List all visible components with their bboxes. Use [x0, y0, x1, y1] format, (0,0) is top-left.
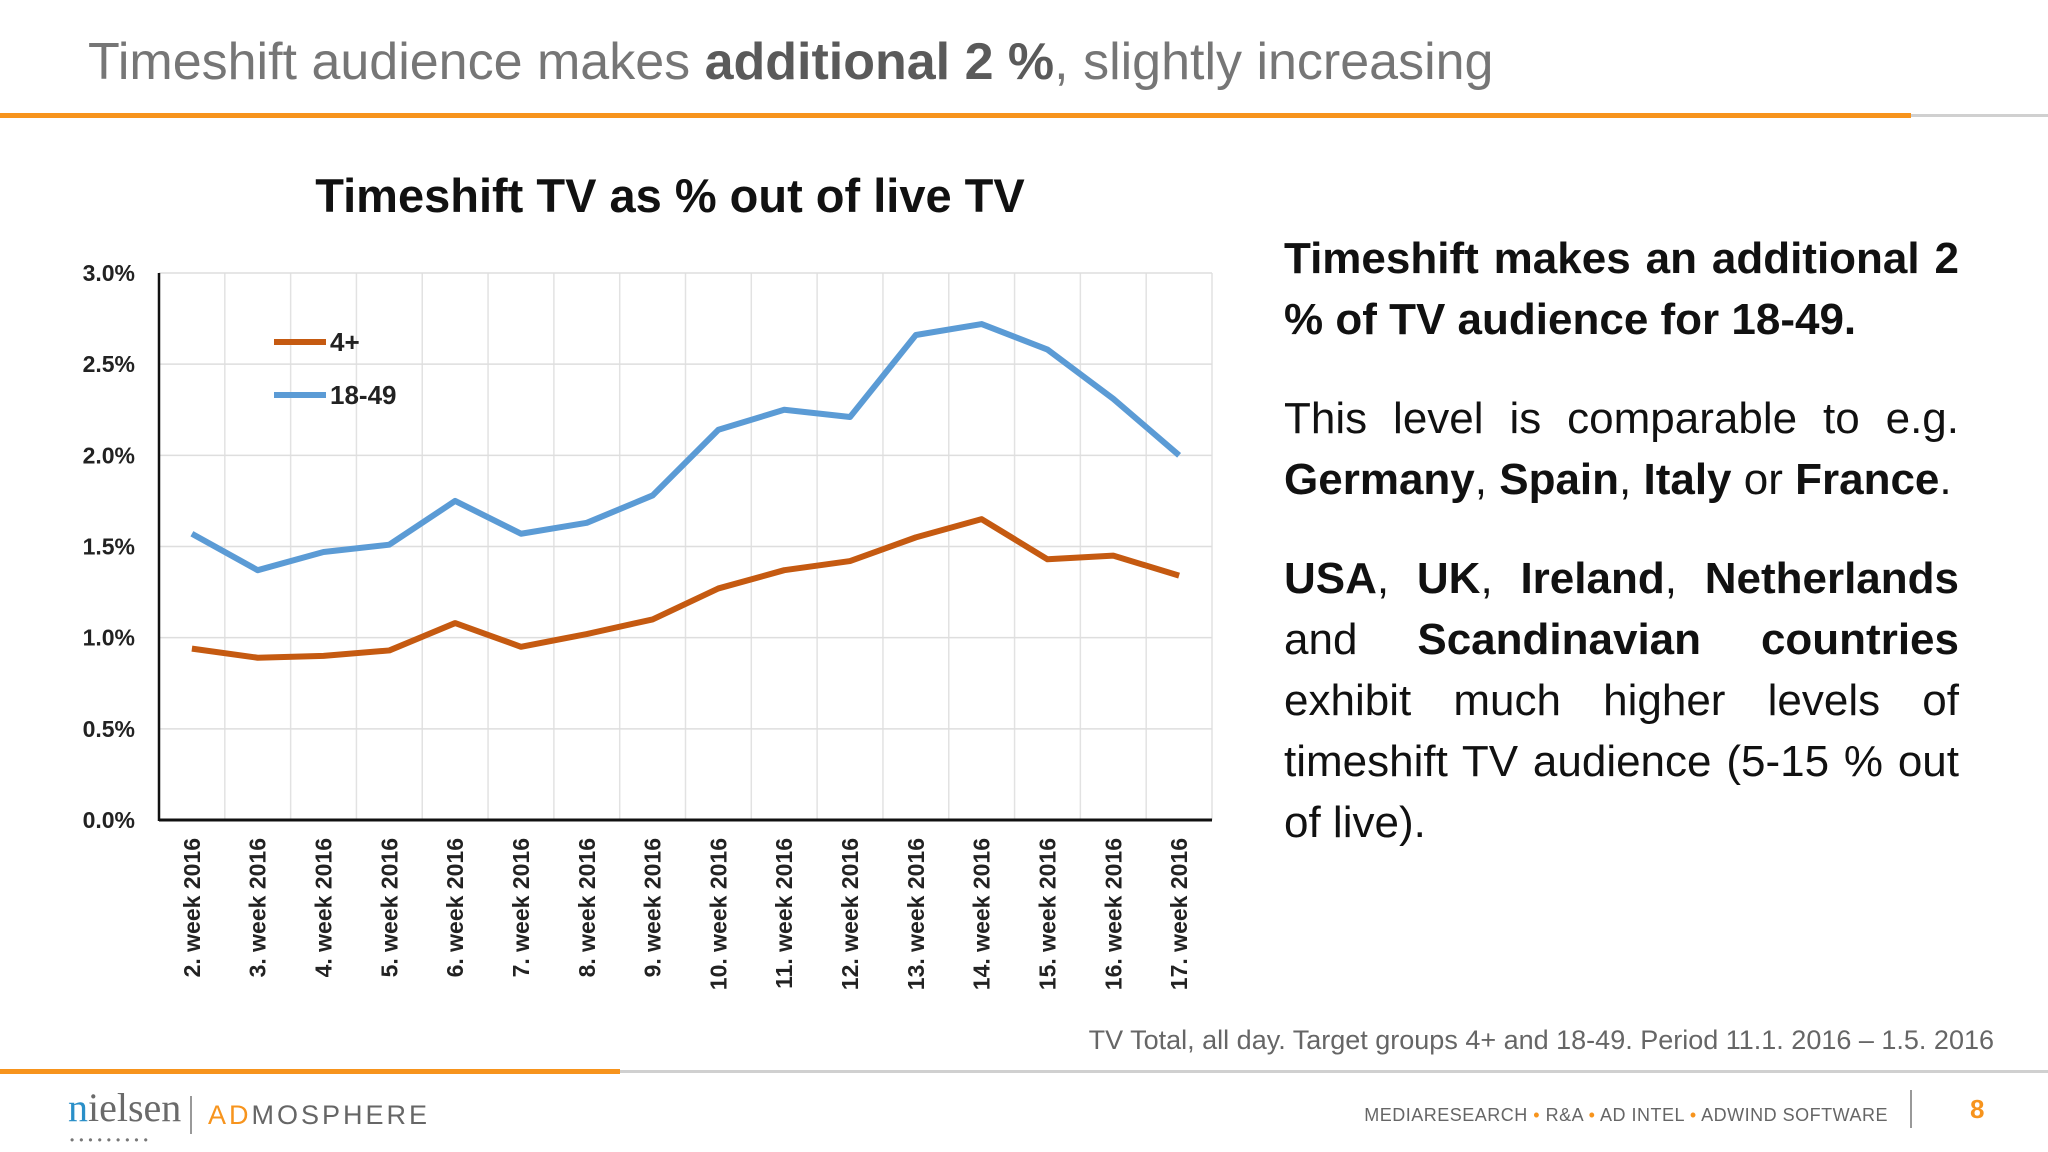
x-tick-label: 15. week 2016 — [1034, 838, 1060, 990]
logo-separator — [190, 1096, 192, 1134]
logo-ad: AD — [208, 1100, 252, 1130]
legend-label: 4+ — [330, 327, 360, 357]
country-italy: Italy — [1643, 455, 1732, 504]
t: or — [1731, 455, 1796, 504]
nielsen-logo: nielsen — [68, 1085, 182, 1130]
country-germany: Germany — [1284, 455, 1475, 504]
x-tick-label: 11. week 2016 — [771, 838, 797, 989]
slide-title: Timeshift audience makes additional 2 %,… — [88, 32, 1493, 92]
y-tick-label: 2.0% — [83, 442, 135, 468]
commentary: Timeshift makes an additional 2 % of TV … — [1284, 228, 1959, 891]
footer-line-accent — [0, 1069, 620, 1074]
title-part: Timeshift audience makes — [88, 33, 705, 91]
x-tick-label: 13. week 2016 — [903, 838, 929, 990]
y-tick-label: 3.0% — [83, 260, 135, 286]
x-tick-label: 12. week 2016 — [837, 838, 863, 990]
t: This level is comparable to e.g. — [1284, 394, 1959, 443]
y-tick-label: 2.5% — [83, 351, 135, 377]
x-tick-label: 16. week 2016 — [1100, 838, 1126, 990]
scandinavian: Scandinavian countries — [1417, 615, 1959, 664]
x-tick-label: 17. week 2016 — [1166, 838, 1192, 990]
admosphere-logo: ADMOSPHERE — [208, 1100, 430, 1130]
x-tick-label: 10. week 2016 — [705, 838, 731, 990]
nielsen-logo-dots: ••••••••• — [70, 1133, 153, 1147]
t: , — [1619, 455, 1644, 504]
paragraph-3: USA, UK, Ireland, Netherlands and Scandi… — [1284, 548, 1959, 853]
tagline-item: ADWIND SOFTWARE — [1701, 1105, 1888, 1125]
tagline: MEDIARESEARCH • R&A • AD INTEL • ADWIND … — [1364, 1105, 1888, 1125]
y-tick-label: 1.5% — [83, 534, 135, 560]
country-usa: USA — [1284, 554, 1377, 603]
tagline-item: AD INTEL — [1599, 1105, 1685, 1125]
country-netherlands: Netherlands — [1704, 554, 1959, 603]
country-uk: UK — [1416, 554, 1481, 603]
x-tick-label: 6. week 2016 — [442, 838, 468, 977]
footer-line-gray — [620, 1070, 2048, 1073]
legend-label: 18-49 — [330, 380, 397, 410]
footnote: TV Total, all day. Target groups 4+ and … — [1088, 1025, 1994, 1055]
title-underline-gray — [1911, 114, 2048, 117]
title-underline-accent — [0, 113, 1911, 118]
series-line-4+ — [191, 516, 1180, 661]
x-tick-label: 9. week 2016 — [640, 838, 666, 977]
y-tick-label: 1.0% — [83, 625, 135, 651]
x-tick-label: 4. week 2016 — [311, 838, 337, 977]
series-line-18-49 — [190, 321, 1182, 574]
t: , — [1376, 554, 1417, 603]
country-ireland: Ireland — [1520, 554, 1665, 603]
x-tick-label: 5. week 2016 — [376, 838, 402, 977]
logo-rest: MOSPHERE — [251, 1100, 431, 1130]
y-tick-label: 0.0% — [83, 807, 135, 833]
line-chart: 0.0% 0.5% 1.0% 1.5% 2.0% 2.5% 3.0% 2. week 2016… — [83, 260, 1213, 990]
page-number: 8 — [1970, 1094, 1985, 1124]
paragraph-2: This level is comparable to e.g. Germany… — [1284, 388, 1959, 510]
title-bold: additional 2 % — [704, 33, 1055, 91]
tagline-item: MEDIARESEARCH — [1364, 1105, 1528, 1125]
x-tick-label: 7. week 2016 — [508, 838, 534, 977]
t: . — [1939, 455, 1952, 504]
chart-title: Timeshift TV as % out of live TV — [315, 169, 1025, 222]
t: , — [1664, 554, 1705, 603]
title-part: , slightly increasing — [1054, 33, 1494, 91]
page-separator — [1910, 1090, 1912, 1128]
tagline-item: R&A — [1545, 1105, 1584, 1125]
country-france: France — [1795, 455, 1940, 504]
x-tick-label: 3. week 2016 — [245, 838, 271, 977]
paragraph-1: Timeshift makes an additional 2 % of TV … — [1284, 228, 1959, 350]
x-tick-label: 2. week 2016 — [179, 838, 205, 977]
country-spain: Spain — [1499, 455, 1620, 504]
t: and — [1284, 615, 1418, 664]
t: exhibit much higher levels of timeshift … — [1284, 676, 1959, 847]
t: , — [1474, 455, 1500, 504]
t: , — [1480, 554, 1521, 603]
x-tick-label: 8. week 2016 — [574, 838, 600, 977]
p1-text: Timeshift makes an additional 2 % of TV … — [1284, 234, 1959, 344]
y-tick-label: 0.5% — [83, 716, 135, 742]
x-tick-label: 14. week 2016 — [969, 838, 995, 990]
